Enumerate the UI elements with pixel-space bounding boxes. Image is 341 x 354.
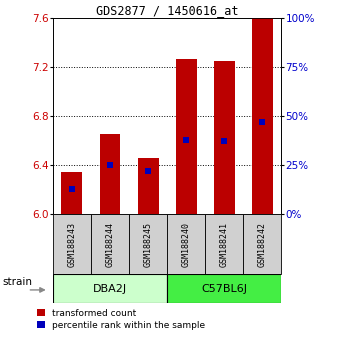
Text: GSM188245: GSM188245 (144, 222, 152, 267)
Bar (167, 274, 281, 303)
Text: C57BL6J: C57BL6J (201, 284, 247, 293)
Legend: transformed count, percentile rank within the sample: transformed count, percentile rank withi… (37, 309, 205, 330)
Text: GSM188241: GSM188241 (220, 222, 229, 267)
Text: strain: strain (3, 277, 33, 287)
Bar (53, 274, 167, 303)
Bar (243, 214, 281, 274)
Bar (91, 214, 129, 274)
Bar (167, 214, 205, 274)
Text: GSM188242: GSM188242 (258, 222, 267, 267)
Bar (176, 59, 197, 214)
Text: GSM188240: GSM188240 (182, 222, 191, 267)
Text: DBA2J: DBA2J (93, 284, 127, 293)
Text: GSM188244: GSM188244 (105, 222, 115, 267)
Bar (53, 214, 91, 274)
Bar (137, 158, 159, 214)
Bar (61, 172, 83, 214)
Bar (100, 135, 120, 214)
Bar (214, 61, 235, 214)
Bar (129, 214, 167, 274)
Bar (205, 214, 243, 274)
Bar (252, 18, 273, 214)
Text: GSM188243: GSM188243 (68, 222, 76, 267)
Title: GDS2877 / 1450616_at: GDS2877 / 1450616_at (96, 4, 238, 17)
